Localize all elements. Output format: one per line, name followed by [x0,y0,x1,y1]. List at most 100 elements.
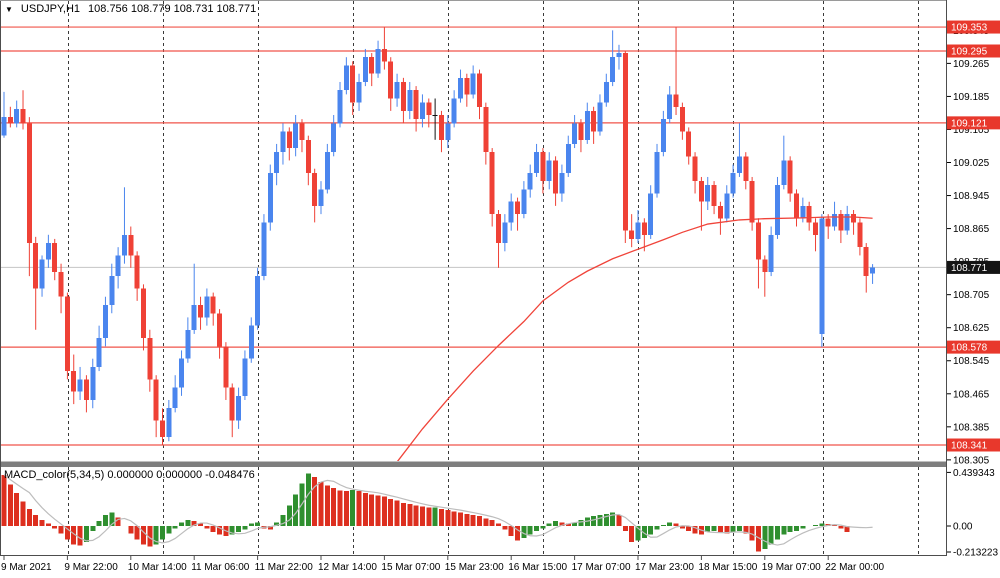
candle-body [717,205,723,219]
price-badge [947,260,1000,274]
macd-bar [559,522,565,526]
macd-signal-line [3,474,873,546]
macd-bar [90,526,96,531]
macd-bar [318,482,324,526]
symbol-dropdown-icon[interactable]: ▼ [5,5,13,14]
macd-bar [147,526,153,547]
macd-bar [356,491,362,526]
time-label: 15 Mar 07:00 [381,562,440,573]
candle-body [578,123,584,140]
candle-body [794,193,799,219]
price-badge [947,44,1000,58]
macd-bar [331,488,337,526]
price-tick-label: 108.625 [953,323,990,334]
candle-body [7,117,13,124]
candle-body [768,234,774,272]
candle-body [77,379,83,392]
macd-bar [229,526,235,535]
macd-bar [813,524,819,526]
macd-bar [58,526,64,534]
candle-body [483,106,489,153]
macd-bar [838,526,844,529]
candle-body [521,189,527,215]
macd-bar [819,523,825,526]
candle-body [71,371,77,392]
candle-body [419,102,425,120]
time-axis: 9 Mar 2021 9 Mar 22:00 10 Mar 14:00 11 Mar … [1,556,885,573]
price-tick-label: 108.945 [953,191,990,202]
macd-bar [794,526,799,531]
macd-bar [660,524,666,526]
candle-body [324,152,330,190]
macd-bar [616,515,622,526]
macd-bar [844,526,850,533]
macd-bar [407,504,413,526]
candle-body [223,346,229,388]
frame-layer [0,0,947,556]
time-label: 9 Mar 2021 [1,562,52,573]
candle-body [774,185,780,235]
macd-bar [419,506,425,526]
price-tick-label: 108.385 [953,422,990,433]
macd-bar [667,522,673,526]
macd-tick-label: 0.439343 [953,468,995,479]
macd-bar [7,484,13,526]
price-badge-label: 109.121 [951,118,988,129]
candle-body [819,218,825,334]
candle-body [286,131,292,149]
macd-bar [483,518,489,526]
macd-bar [679,526,685,529]
candle-body [641,222,647,235]
macd-bar [597,515,603,526]
time-label: 11 Mar 22:00 [255,562,314,573]
candle-body [388,61,394,99]
macd-bar [134,526,140,540]
price-tick-label: 108.465 [953,389,990,400]
macd-bar [267,526,273,530]
candle-body [90,366,96,400]
candle-body [369,57,375,74]
candle-body [1,117,7,136]
candle-body [743,156,749,182]
macd-bar [508,526,514,536]
macd-bar [172,526,178,529]
macd-bar [77,526,83,546]
candle-body [204,296,210,318]
time-label: 9 Mar 22:00 [64,562,118,573]
candle-body [407,90,413,111]
candle-body [198,304,204,318]
candle-body [648,193,654,235]
symbol-period-label: USDJPY,H1 [20,3,81,15]
macd-bar [115,517,121,526]
candle-body [432,115,438,117]
time-label: 18 Mar 15:00 [698,562,757,573]
candle-body [248,325,254,359]
candle-body [610,57,616,82]
price-badge-label: 109.295 [951,46,988,57]
price-badge [947,116,1000,130]
macd-bar [787,526,793,533]
macd-bar [102,515,108,526]
candle-body [20,108,26,124]
candle-body [337,90,343,124]
time-label: 16 Mar 15:00 [508,562,567,573]
candle-body [629,230,635,239]
candle-body [508,201,514,223]
candle-body [584,110,590,140]
macd-bar [445,510,451,526]
macd-bar [762,526,768,550]
macd-bar [534,526,540,531]
candle-body [172,387,178,409]
candle-body [724,193,730,219]
macd-bar [603,513,609,526]
macd-bar [540,526,546,529]
candle-body [534,152,540,173]
macd-bar [83,526,89,542]
candle-body [559,172,565,194]
candle-body [318,189,324,206]
macd-bar [236,526,242,533]
macd-bar [96,521,102,526]
candle-body [813,222,819,235]
